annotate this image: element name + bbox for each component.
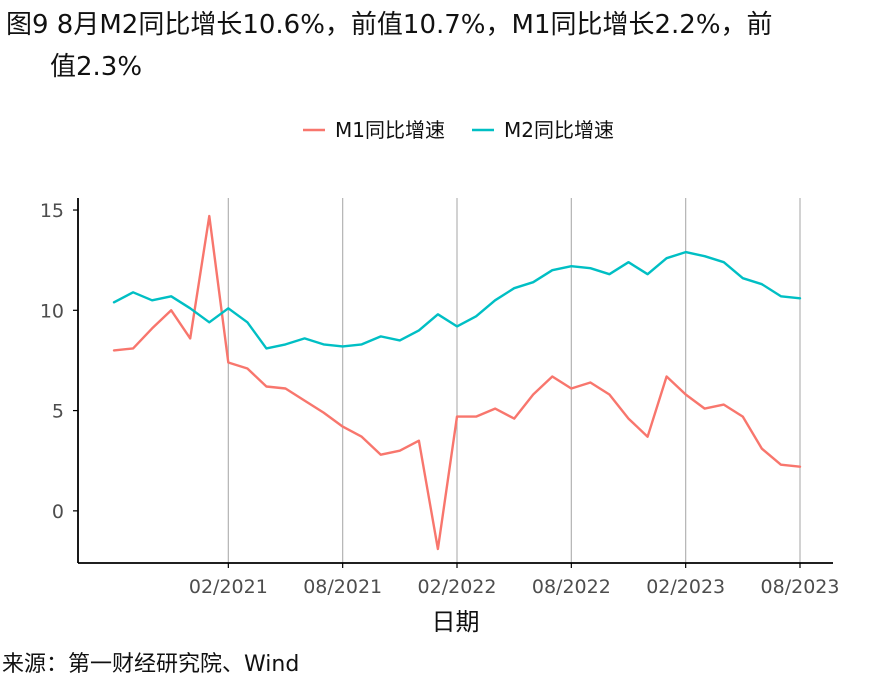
x-tick-label: 08/2021 <box>303 576 382 598</box>
x-tick-label: 08/2023 <box>761 576 840 598</box>
chart-title: 图9 8月M2同比增长10.6%，前值10.7%，M1同比增长2.2%，前 值2… <box>6 4 866 88</box>
source-note: 来源：第一财经研究院、Wind <box>2 652 300 677</box>
x-tick-label: 08/2022 <box>532 576 611 598</box>
series-line-1 <box>112 214 802 551</box>
legend-label-2: M2同比增速 <box>504 118 614 142</box>
x-tick-label: 02/2021 <box>189 576 268 598</box>
x-tick-label: 02/2022 <box>418 576 497 598</box>
y-tick-label: 15 <box>40 200 64 222</box>
x-tick-label: 02/2023 <box>646 576 725 598</box>
y-tick-label: 10 <box>40 300 64 322</box>
y-tick-label: 0 <box>52 501 64 523</box>
chart-title-line-2: 值2.3% <box>50 52 143 82</box>
line-chart: 0 5 10 15 02/2021 08/2021 02/2022 08/2022 02/202… <box>40 118 840 636</box>
x-axis-title: 日期 <box>432 608 480 636</box>
chart-title-line-1: 图9 8月M2同比增长10.6%，前值10.7%，M1同比增长2.2%，前 <box>6 10 773 40</box>
y-tick-label: 5 <box>52 401 64 423</box>
legend-label-1: M1同比增速 <box>335 118 445 142</box>
series-line-2 <box>112 250 802 350</box>
